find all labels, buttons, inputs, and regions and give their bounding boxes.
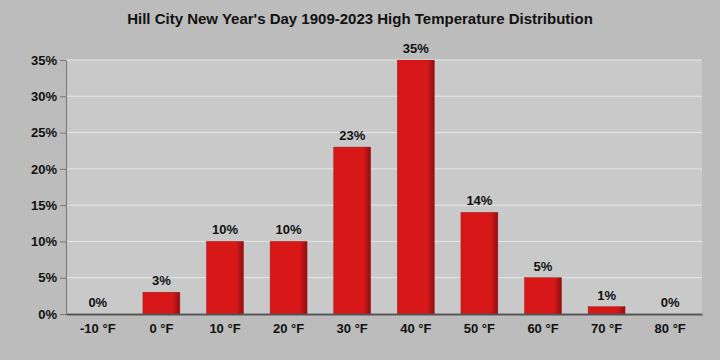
y-tick-mark	[60, 278, 66, 279]
data-labels: 0% 3% 10% 10% 23% 35% 14% 5% 1% 0%	[88, 41, 680, 310]
bars	[143, 60, 625, 314]
y-tick-mark	[60, 96, 66, 97]
y-tick-label: 0%	[38, 307, 57, 322]
y-tick-mark	[60, 314, 66, 315]
y-tick: 5%	[38, 270, 66, 285]
x-tick-label: 20 °F	[273, 321, 304, 336]
x-tick-label: 10 °F	[209, 321, 240, 336]
x-tick-label: 30 °F	[337, 321, 368, 336]
y-tick-label: 30%	[31, 89, 57, 104]
y-tick: 25%	[31, 125, 66, 140]
y-tick-label: 5%	[38, 270, 57, 285]
grid-line	[66, 60, 702, 61]
x-tick-label: 80 °F	[655, 321, 686, 336]
data-label: 0%	[88, 295, 107, 310]
data-label: 10%	[276, 222, 302, 237]
y-tick-mark	[60, 133, 66, 134]
grid-line	[66, 205, 702, 206]
data-label: 0%	[661, 295, 680, 310]
x-axis-line	[67, 314, 703, 316]
y-tick-mark	[60, 241, 66, 242]
y-tick-mark	[60, 60, 66, 61]
x-tick-label: 40 °F	[400, 321, 431, 336]
grid-line	[66, 241, 702, 242]
data-label: 23%	[339, 128, 365, 143]
plot-area	[66, 60, 702, 314]
x-tick: 10 °F	[209, 314, 240, 336]
x-tick: 0 °F	[149, 314, 173, 336]
x-tick-label: -10 °F	[80, 321, 116, 336]
chart-title: Hill City New Year's Day 1909-2023 High …	[127, 10, 593, 27]
bar	[270, 241, 307, 314]
grid	[66, 60, 702, 314]
y-axis-line	[66, 61, 67, 315]
bar	[397, 60, 434, 314]
background	[0, 0, 720, 360]
bar	[588, 307, 625, 314]
x-tick-label: 0 °F	[149, 321, 173, 336]
data-label: 5%	[534, 259, 553, 274]
data-label: 14%	[466, 193, 492, 208]
data-label: 3%	[152, 273, 171, 288]
y-tick-mark	[60, 205, 66, 206]
y-tick-label: 15%	[31, 198, 57, 213]
x-tick: 20 °F	[273, 314, 304, 336]
chart: Hill City New Year's Day 1909-2023 High …	[0, 0, 720, 360]
grid-line	[66, 314, 702, 315]
x-tick: 30 °F	[337, 314, 368, 336]
y-tick-mark	[60, 169, 66, 170]
bar	[207, 241, 244, 314]
y-tick: 30%	[31, 89, 66, 104]
data-label: 1%	[597, 288, 616, 303]
bar	[334, 147, 371, 314]
y-tick: 15%	[31, 198, 66, 213]
bar	[461, 212, 498, 314]
y-tick-label: 35%	[31, 53, 57, 68]
x-tick: 70 °F	[591, 314, 622, 336]
y-tick: 0%	[38, 307, 66, 322]
y-tick: 20%	[31, 162, 66, 177]
x-tick-label: 50 °F	[464, 321, 495, 336]
x-tick: -10 °F	[80, 314, 116, 336]
x-tick-label: 60 °F	[527, 321, 558, 336]
bar	[525, 278, 562, 314]
y-axis: 0% 5% 10% 15% 20% 25% 30% 35%	[31, 53, 67, 322]
y-tick: 10%	[31, 234, 66, 249]
bar	[143, 292, 180, 314]
x-tick: 40 °F	[400, 314, 431, 336]
x-tick: 80 °F	[655, 314, 686, 336]
y-tick: 35%	[31, 53, 66, 68]
plot: 0% 5% 10% 15% 20% 25% 30% 35% -10 °F 0 °F 10 °F 20 …	[31, 41, 703, 336]
data-label: 35%	[403, 41, 429, 56]
y-tick-label: 20%	[31, 162, 57, 177]
y-tick-label: 10%	[31, 234, 57, 249]
grid-line	[66, 96, 702, 97]
y-tick-label: 25%	[31, 125, 57, 140]
data-label: 10%	[212, 222, 238, 237]
x-tick: 60 °F	[527, 314, 558, 336]
x-axis: -10 °F 0 °F 10 °F 20 °F 30 °F 40 °F 50 °F 60 °F…	[67, 314, 703, 336]
grid-line	[66, 132, 702, 133]
grid-line	[66, 168, 702, 169]
x-tick-label: 70 °F	[591, 321, 622, 336]
x-tick: 50 °F	[464, 314, 495, 336]
